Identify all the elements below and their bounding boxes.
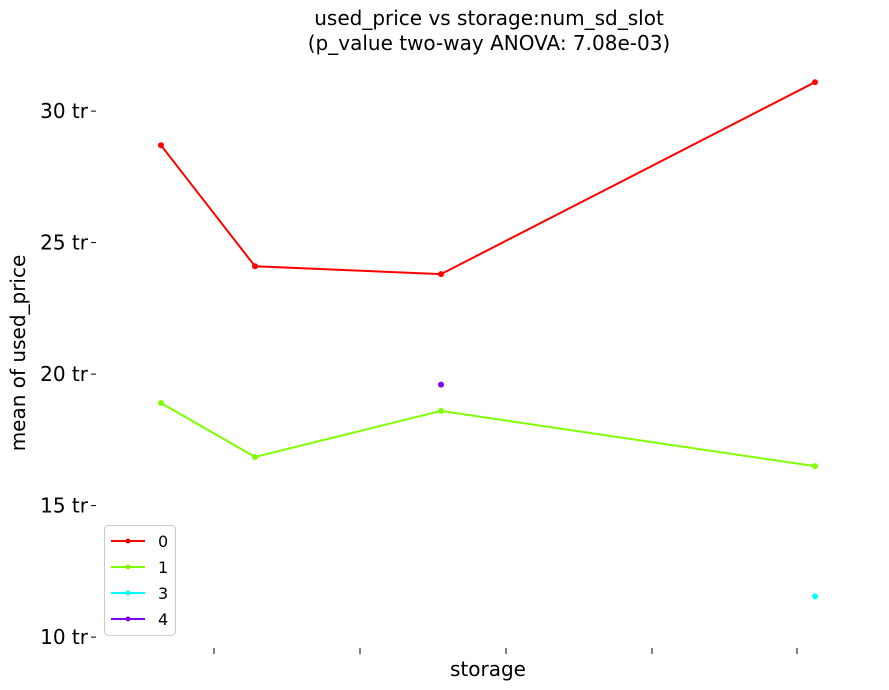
x-axis [213, 648, 798, 654]
legend-label: 3 [158, 584, 168, 603]
series-1-line [160, 402, 816, 468]
series-1-point [812, 463, 818, 470]
legend-label: 1 [158, 558, 168, 577]
legend: 0 1 3 4 [104, 525, 176, 636]
y-axis-label: mean of used_price [6, 255, 30, 452]
series-0-point [252, 263, 258, 270]
y-tick-label: 30 tr [40, 99, 89, 123]
plot-area [158, 79, 818, 600]
legend-box [104, 525, 176, 636]
y-tick-label: 20 tr [40, 362, 89, 386]
series-4-point [438, 381, 444, 388]
legend-swatch-marker [125, 538, 131, 544]
y-axis: 10 tr 15 tr 20 tr 25 tr 30 tr [40, 99, 96, 649]
series-1-point [252, 453, 258, 460]
series-0-point [438, 271, 444, 278]
legend-label: 0 [158, 532, 168, 551]
x-axis-label: storage [450, 657, 526, 681]
series-1-point [158, 400, 164, 407]
y-tick-label: 15 tr [40, 494, 89, 518]
legend-swatch-marker [125, 590, 131, 596]
y-tick-label: 10 tr [40, 625, 89, 649]
series-0-point [812, 79, 818, 86]
series-1-point [438, 407, 444, 414]
series-0-line [160, 81, 816, 276]
legend-swatch-marker [125, 616, 131, 622]
series-0-point [158, 142, 164, 149]
y-tick-label: 25 tr [40, 231, 89, 255]
legend-label: 4 [158, 610, 168, 629]
chart-title: used_price vs storage:num_sd_slot [314, 6, 664, 30]
chart-subtitle: (p_value two-way ANOVA: 7.08e-03) [308, 31, 670, 55]
legend-swatch-marker [125, 564, 131, 570]
series-3-point [812, 593, 818, 600]
